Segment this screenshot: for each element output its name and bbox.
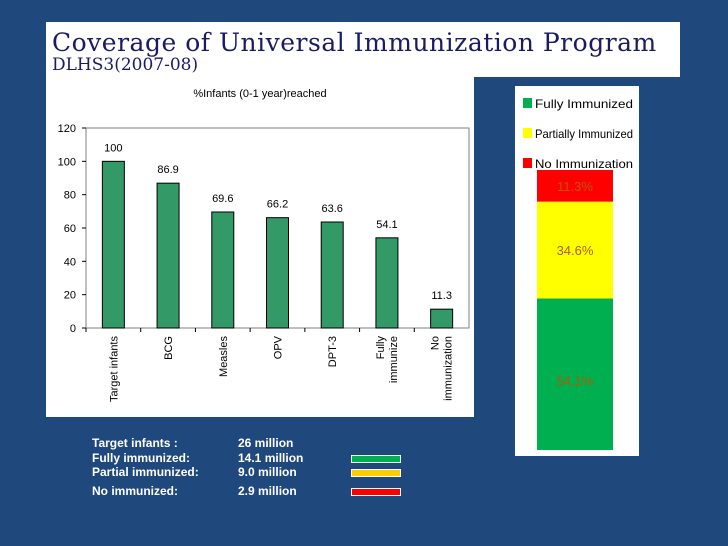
page-subtitle: DLHS3(2007-08) xyxy=(52,55,199,75)
legend-value: 9.0 million xyxy=(238,465,297,479)
legend-label-1: Partially Immunized xyxy=(535,127,633,141)
legend-label: No immunized: xyxy=(92,484,178,498)
legend-swatch-red xyxy=(351,488,401,496)
segment-label-2: 11.3% xyxy=(557,179,593,194)
legend-value: 26 million xyxy=(238,436,294,450)
stack-segment-1 xyxy=(537,201,613,299)
legend-label-2: No Immunization xyxy=(535,157,633,171)
legend-swatch-0 xyxy=(523,98,532,108)
legend-label: Target infants : xyxy=(92,436,178,450)
bar-4 xyxy=(320,221,344,329)
y-tick-label: 80 xyxy=(64,190,76,202)
x-tick-label: BCG xyxy=(163,336,175,360)
x-tick-label: Noimmunization xyxy=(430,336,455,401)
data-label: 66.2 xyxy=(267,199,288,211)
x-tick-label: Target infants xyxy=(108,336,120,403)
legend-label-0: Fully Immunized xyxy=(535,97,633,111)
legend-swatch-2 xyxy=(523,158,532,168)
data-label: 69.6 xyxy=(212,193,233,205)
chart-title: %Infants (0-1 year)reached xyxy=(193,88,326,100)
y-tick-label: 120 xyxy=(58,123,76,135)
data-label: 86.9 xyxy=(157,164,178,176)
y-tick-label: 60 xyxy=(64,223,76,235)
stacked-chart: Fully Immunized Partially Immunized No Imm… xyxy=(523,97,633,450)
bar-0 xyxy=(101,160,125,329)
bar-chart: %Infants (0-1 year)reached 0 20 40 60 80 100 12… xyxy=(58,88,470,403)
segment-label-1: 34.6% xyxy=(557,243,594,258)
legend-swatch-green xyxy=(351,455,401,463)
page-title: Coverage of Universal Immunization Progr… xyxy=(52,28,657,57)
bar-3 xyxy=(266,217,289,329)
y-tick-label: 100 xyxy=(58,156,76,168)
x-tick-label: OPV xyxy=(273,335,285,359)
legend-label: Partial immunized: xyxy=(92,465,199,479)
data-label: 11.3 xyxy=(431,290,452,302)
stacked-chart-panel: Fully Immunized Partially Immunized No Imm… xyxy=(515,86,639,456)
y-tick-label: 20 xyxy=(64,290,76,302)
title-banner: Coverage of Universal Immunization Progr… xyxy=(46,22,680,77)
stack-segment-0 xyxy=(537,298,613,450)
stack-segment-2 xyxy=(537,170,613,202)
x-tick-label: Fullyimmunize xyxy=(375,336,400,384)
legend-value: 14.1 million xyxy=(238,451,304,465)
legend-swatch-yellow xyxy=(351,469,401,477)
data-label: 100 xyxy=(104,142,122,154)
bar-5 xyxy=(375,237,399,329)
legend-swatch-1 xyxy=(523,128,532,138)
x-tick-label: DPT-3 xyxy=(327,336,339,367)
x-tick-label: Measles xyxy=(218,336,230,377)
y-tick-label: 40 xyxy=(64,256,76,268)
bar-chart-panel: %Infants (0-1 year)reached 0 20 40 60 80 100 12… xyxy=(46,77,474,417)
segment-label-0: 54.1% xyxy=(557,373,594,388)
data-label: 54.1 xyxy=(376,219,397,231)
y-tick-label: 0 xyxy=(70,323,76,335)
bar-6 xyxy=(430,308,454,329)
data-label: 63.6 xyxy=(322,203,343,215)
legend-value: 2.9 million xyxy=(238,484,297,498)
bar-1 xyxy=(156,182,180,329)
legend-label: Fully immunized: xyxy=(92,451,191,465)
bar-2 xyxy=(211,211,235,329)
